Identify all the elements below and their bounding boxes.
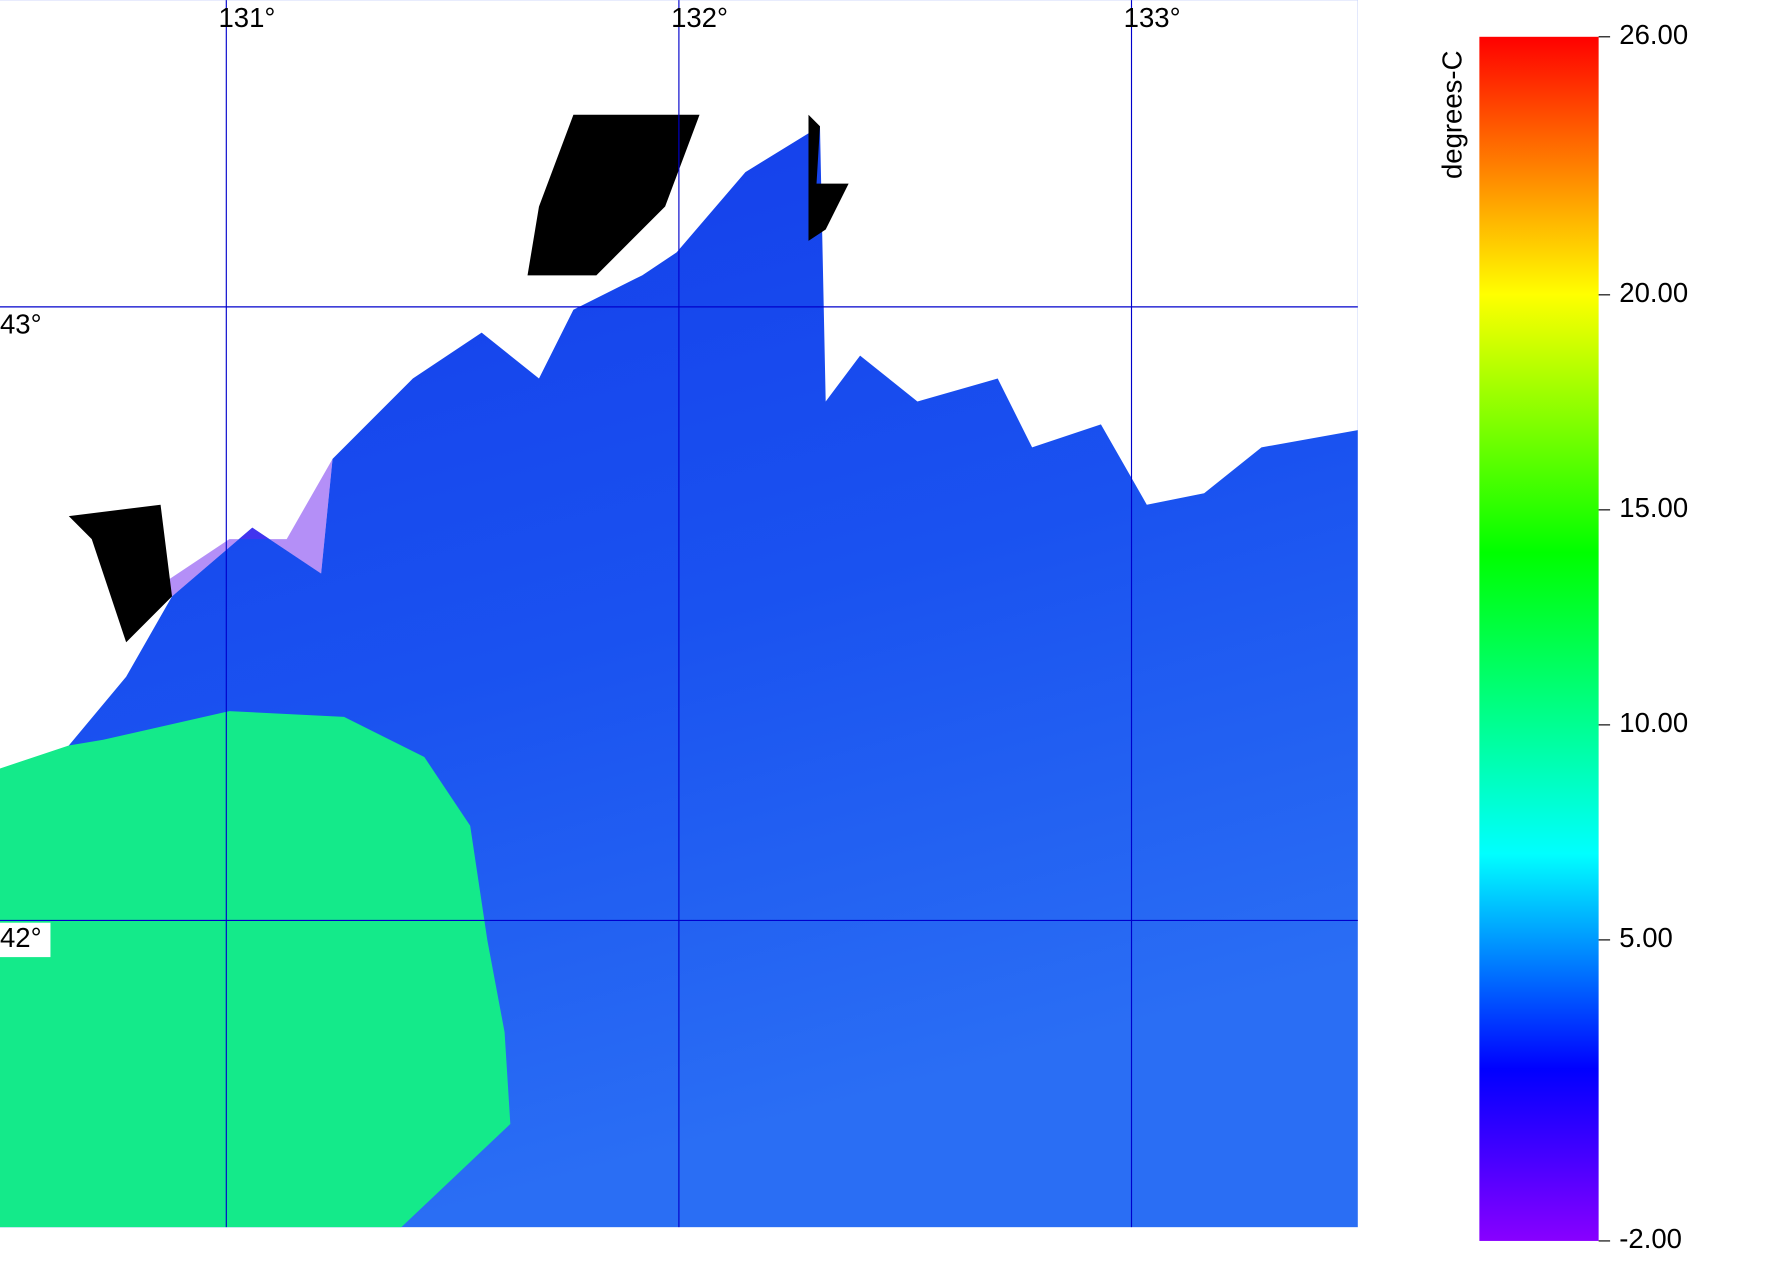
lon-tick-label: 131°: [218, 2, 275, 33]
lon-tick-label: 132°: [671, 2, 728, 33]
graticule: 131° 132° 133° 43° 42°: [0, 0, 1358, 1228]
lon-tick-label: 133°: [1124, 2, 1181, 33]
lat-label-bg: [0, 922, 51, 958]
colorbar-tick-label: -2.00: [1619, 1223, 1682, 1254]
colorbar-tick-label: 26.00: [1619, 19, 1688, 50]
coastal-water: [160, 458, 333, 597]
colorbar: [1479, 36, 1599, 1241]
lake: [68, 504, 173, 643]
lat-tick-label: 42°: [0, 922, 42, 953]
lat-label-bg: [0, 309, 51, 344]
warm-water: [0, 711, 511, 1228]
land: [0, 0, 1358, 769]
colorbar-label: degrees-C: [1436, 51, 1467, 179]
colorbar-tick-label: 10.00: [1619, 707, 1688, 738]
colorbar-tick-label: 15.00: [1619, 492, 1688, 523]
lake: [808, 114, 849, 241]
colorbar-tick-label: 5.00: [1619, 922, 1673, 953]
colorbar-tick-label: 20.00: [1619, 277, 1688, 308]
lat-tick-label: 43°: [0, 309, 42, 340]
lake: [527, 114, 700, 276]
